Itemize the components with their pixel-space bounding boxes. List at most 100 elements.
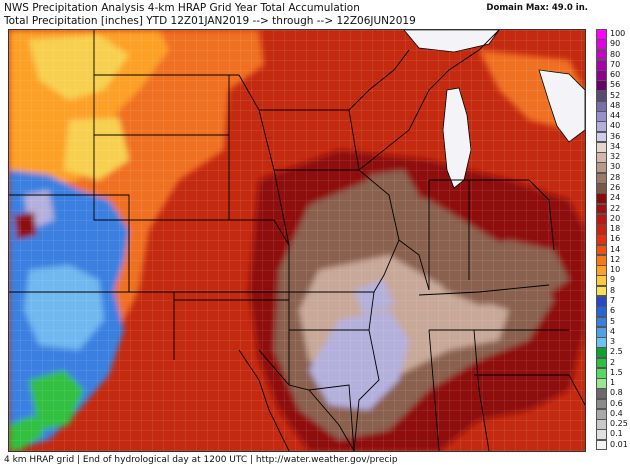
border-line-7 bbox=[229, 219, 290, 292]
legend-swatch bbox=[596, 111, 607, 122]
legend-swatch bbox=[596, 193, 607, 205]
legend-swatch bbox=[596, 316, 607, 328]
legend-swatch bbox=[596, 172, 607, 184]
legend-label: 100 bbox=[610, 29, 626, 38]
legend-swatch bbox=[596, 408, 607, 420]
legend-label: 2 bbox=[610, 357, 616, 367]
border-line-13 bbox=[238, 74, 290, 246]
legend-swatch bbox=[596, 275, 607, 287]
legend-swatch bbox=[596, 419, 607, 430]
legend-label: 0.8 bbox=[610, 388, 623, 398]
border-line-34 bbox=[238, 349, 290, 451]
legend-swatch bbox=[596, 265, 607, 276]
legend-swatch bbox=[596, 357, 607, 369]
legend-swatch bbox=[596, 254, 607, 266]
legend-label: 56 bbox=[610, 80, 621, 90]
legend-label: 18 bbox=[610, 224, 621, 234]
border-line-16 bbox=[348, 49, 410, 111]
legend-label: 70 bbox=[610, 59, 621, 69]
legend-swatch bbox=[596, 29, 607, 40]
state-borders bbox=[9, 30, 585, 451]
legend-label: 1.5 bbox=[610, 367, 623, 377]
legend-swatch bbox=[596, 80, 607, 92]
legend-label: 16 bbox=[610, 234, 621, 244]
legend-swatch bbox=[596, 162, 607, 174]
legend-swatch bbox=[596, 141, 607, 153]
legend-swatch bbox=[596, 234, 607, 246]
legend-label: 0.4 bbox=[610, 408, 623, 418]
legend-label: 1 bbox=[610, 378, 616, 388]
border-line-19 bbox=[368, 291, 375, 331]
legend-swatch bbox=[596, 347, 607, 359]
legend-label: 24 bbox=[610, 193, 621, 203]
map-footer: 4 km HRAP grid | End of hydrological day… bbox=[4, 455, 398, 465]
border-line-31 bbox=[448, 30, 500, 71]
border-line-28 bbox=[473, 329, 490, 451]
legend-label: 32 bbox=[610, 152, 621, 162]
legend-swatch bbox=[596, 244, 607, 256]
legend-swatch bbox=[596, 49, 607, 61]
legend-label: 52 bbox=[610, 90, 621, 100]
legend-label: 20 bbox=[610, 213, 621, 223]
legend-label: 6 bbox=[610, 306, 616, 316]
legend-swatch bbox=[596, 70, 607, 81]
legend-swatch bbox=[596, 203, 607, 215]
legend-label: 8 bbox=[610, 285, 616, 295]
legend-swatch bbox=[596, 367, 607, 379]
legend-swatch bbox=[596, 121, 607, 133]
legend-label: 0.01 bbox=[610, 439, 628, 449]
legend-label: 28 bbox=[610, 172, 621, 182]
legend-label: 36 bbox=[610, 131, 621, 141]
border-line-32 bbox=[258, 349, 290, 386]
legend-swatch bbox=[596, 337, 607, 348]
legend-label: 7 bbox=[610, 295, 616, 305]
legend-label: 2.5 bbox=[610, 347, 623, 357]
legend-label: 10 bbox=[610, 265, 621, 275]
legend-label: 90 bbox=[610, 39, 621, 49]
legend-label: 0.6 bbox=[610, 398, 623, 408]
legend-label: 22 bbox=[610, 203, 621, 213]
precipitation-map bbox=[8, 29, 586, 452]
legend-swatch bbox=[596, 439, 607, 451]
legend-swatch bbox=[596, 378, 607, 389]
legend-label: 4 bbox=[610, 326, 616, 336]
legend-swatch bbox=[596, 398, 607, 410]
legend-swatch bbox=[596, 326, 607, 338]
legend-swatch bbox=[596, 90, 607, 102]
legend-label: 3 bbox=[610, 337, 616, 347]
legend-swatch bbox=[596, 183, 607, 194]
border-line-27 bbox=[428, 329, 440, 451]
legend-swatch bbox=[596, 285, 607, 297]
legend-label: 48 bbox=[610, 100, 621, 110]
border-line-24 bbox=[528, 179, 555, 251]
legend-label: 34 bbox=[610, 141, 621, 151]
county-grid bbox=[9, 30, 585, 451]
legend-swatch bbox=[596, 306, 607, 317]
map-subtitle: Total Precipitation [inches] YTD 12Z01JA… bbox=[4, 15, 416, 27]
legend-swatch bbox=[596, 39, 607, 51]
border-line-33 bbox=[308, 389, 355, 451]
legend-label: 0.1 bbox=[610, 429, 623, 439]
legend-label: 5 bbox=[610, 316, 616, 326]
legend-swatch bbox=[596, 100, 607, 112]
border-line-2 bbox=[93, 135, 229, 221]
legend-swatch bbox=[596, 429, 607, 441]
legend-swatch bbox=[596, 131, 607, 143]
legend-label: 14 bbox=[610, 244, 621, 254]
border-line-18 bbox=[398, 239, 430, 291]
border-line-17 bbox=[289, 169, 400, 293]
legend-swatch bbox=[596, 295, 607, 307]
legend-label: 60 bbox=[610, 70, 621, 80]
map-title: NWS Precipitation Analysis 4-km HRAP Gri… bbox=[4, 2, 360, 14]
legend-label: 0.25 bbox=[610, 419, 628, 429]
legend-label: 12 bbox=[610, 254, 621, 264]
border-line-20 bbox=[353, 329, 380, 451]
border-line-25 bbox=[418, 284, 550, 296]
legend-label: 30 bbox=[610, 162, 621, 172]
legend-swatch bbox=[596, 224, 607, 235]
legend-label: 44 bbox=[610, 111, 621, 121]
legend-swatch bbox=[596, 152, 607, 163]
border-line-29 bbox=[474, 374, 585, 406]
legend-label: 9 bbox=[610, 275, 616, 285]
domain-max-label: Domain Max: 49.0 in. bbox=[486, 3, 588, 13]
